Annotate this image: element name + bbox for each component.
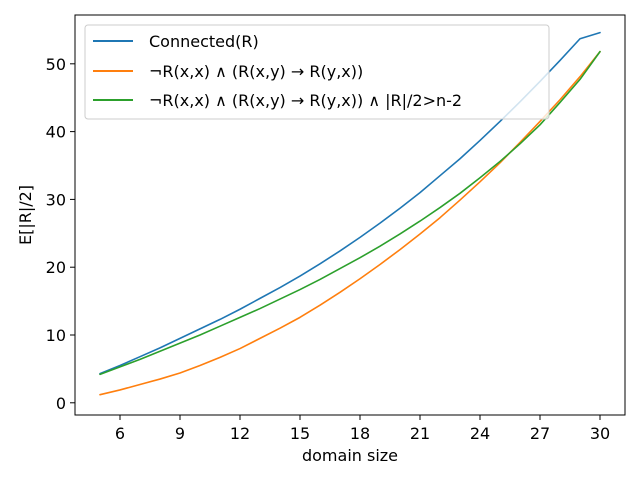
x-tick-label: 30 <box>590 424 610 443</box>
ticks-layer: 6 9 12 15 18 21 24 27 30 0 10 20 30 40 50 <box>46 55 611 443</box>
y-tick-label: 30 <box>46 190 66 209</box>
series-line-constrained <box>99 50 601 376</box>
x-tick-label: 12 <box>230 424 250 443</box>
legend-label-symmetric: ¬R(x,x) ∧ (R(x,y) → R(y,x)) <box>149 62 363 81</box>
legend-box <box>84 24 550 120</box>
legend-label-constrained: ¬R(x,x) ∧ (R(x,y) → R(y,x)) ∧ |R|/2>n-2 <box>149 91 462 110</box>
y-axis-label: E[|R|/2] <box>16 185 35 245</box>
legend-label-connected: Connected(R) <box>149 32 259 51</box>
y-tick-label: 10 <box>46 326 66 345</box>
x-tick-label: 15 <box>290 424 310 443</box>
y-tick-label: 40 <box>46 123 66 142</box>
x-axis-label: domain size <box>302 446 398 465</box>
y-tick-label: 0 <box>56 394 66 413</box>
y-tick-label: 20 <box>46 258 66 277</box>
x-tick-label: 24 <box>470 424 490 443</box>
y-tick-label: 50 <box>46 55 66 74</box>
x-tick-label: 6 <box>115 424 125 443</box>
x-tick-label: 9 <box>175 424 185 443</box>
x-tick-label: 21 <box>410 424 430 443</box>
plot-frame <box>74 14 626 416</box>
x-tick-label: 27 <box>530 424 550 443</box>
x-tick-label: 18 <box>350 424 370 443</box>
legend: Connected(R) ¬R(x,x) ∧ (R(x,y) → R(y,x))… <box>84 24 550 120</box>
